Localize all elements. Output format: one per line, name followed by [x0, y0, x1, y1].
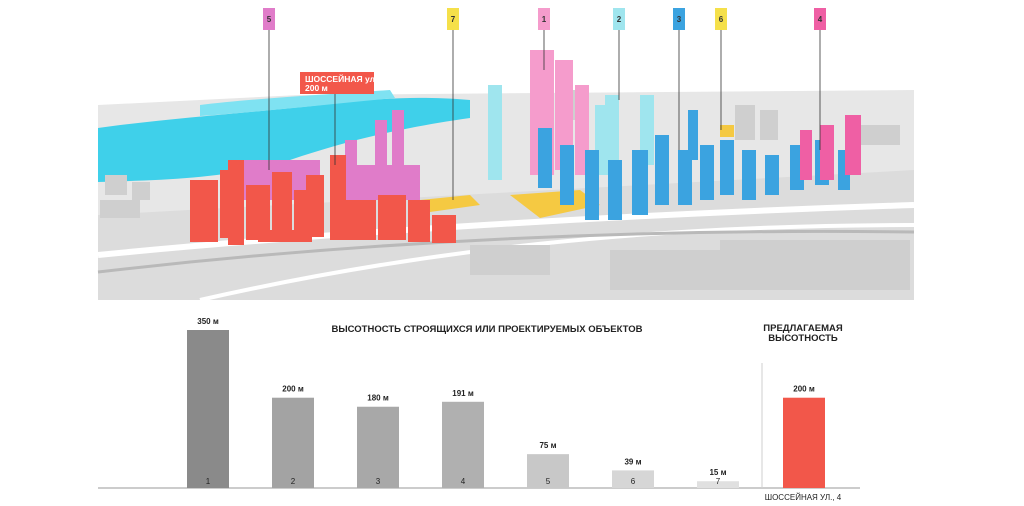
map-tag-3	[673, 8, 685, 30]
bar-proposed	[783, 397, 825, 488]
city-3d-map: 5 7 1 2 3 6 4 ШОССЕЙНАЯ ул., 4 200 м	[97, 8, 915, 302]
bar-5	[527, 454, 569, 488]
proposed-label: ШОССЕЙНАЯ УЛ., 4	[765, 493, 842, 502]
river	[98, 97, 470, 182]
proposed-title-line2: ВЫСОТНОСТЬ	[768, 333, 838, 344]
road-1	[97, 202, 915, 258]
proposed-callout-line2: 200 м	[305, 83, 328, 93]
map-tag-4-label: 4	[818, 15, 823, 24]
bar-value-label-4: 191 м	[452, 389, 474, 398]
towers-3	[538, 110, 850, 220]
bar-2	[272, 397, 314, 488]
map-tag-1	[538, 8, 550, 30]
chart-title: ВЫСОТНОСТЬ СТРОЯЩИХСЯ ИЛИ ПРОЕКТИРУЕМЫХ …	[331, 324, 642, 335]
bar-category-label-4: 4	[461, 477, 466, 486]
map-tag-3-label: 3	[677, 15, 682, 24]
yellow-buildings	[420, 125, 734, 218]
bar-category-label-2: 2	[291, 477, 296, 486]
bars-group: 350 м 1 200 м 2 180 м 3 191 м 4 75 м 5 39 м 6 15 м7 2…	[187, 317, 825, 488]
map-tag-6	[715, 8, 727, 30]
towers-4	[800, 115, 861, 180]
bar-value-label-3: 180 м	[367, 394, 389, 403]
map-tags: 5 7 1 2 3 6 4 ШОССЕЙНАЯ ул., 4 200 м	[263, 8, 826, 200]
bar-value-label-2: 200 м	[282, 385, 304, 394]
background-buildings	[100, 90, 910, 290]
bar-category-label-6: 6	[631, 477, 636, 486]
map-tag-7-label: 7	[451, 15, 456, 24]
towers-2	[488, 85, 654, 180]
bar-1	[187, 330, 229, 488]
river-branch	[200, 90, 395, 116]
bar-category-label-5: 5	[546, 477, 551, 486]
proposed-callout	[300, 72, 374, 94]
road-2	[199, 223, 915, 302]
map-tag-1-label: 1	[542, 15, 547, 24]
map-tag-7	[447, 8, 459, 30]
bar-4	[442, 401, 484, 488]
bar-3	[357, 406, 399, 488]
map-tag-5-label: 5	[267, 15, 272, 24]
bar-7	[697, 481, 739, 488]
map-tag-5	[263, 8, 275, 30]
bar-6	[612, 470, 654, 488]
bar-value-label-1: 350 м	[197, 317, 219, 326]
bar-category-label-7: 7	[716, 477, 721, 486]
proposed-title-line1: ПРЕДЛАГАЕМАЯ	[763, 323, 843, 334]
proposed-callout-line1: ШОССЕЙНАЯ ул., 4	[305, 73, 387, 84]
map-tag-2-label: 2	[617, 15, 622, 24]
bar-value-label-6: 39 м	[624, 457, 641, 466]
bar-value-label-proposed: 200 м	[793, 385, 815, 394]
map-tag-6-label: 6	[719, 15, 724, 24]
bar-category-label-3: 3	[376, 477, 381, 486]
bar-value-label-7: 15 м	[709, 468, 726, 477]
height-bar-chart: ВЫСОТНОСТЬ СТРОЯЩИХСЯ ИЛИ ПРОЕКТИРУЕМЫХ …	[98, 317, 860, 502]
map-tag-4	[814, 8, 826, 30]
bar-category-label-1: 1	[206, 477, 211, 486]
map-tag-2	[613, 8, 625, 30]
bar-value-label-5: 75 м	[539, 441, 556, 450]
proposed-buildings	[190, 155, 456, 245]
railway	[97, 229, 915, 274]
